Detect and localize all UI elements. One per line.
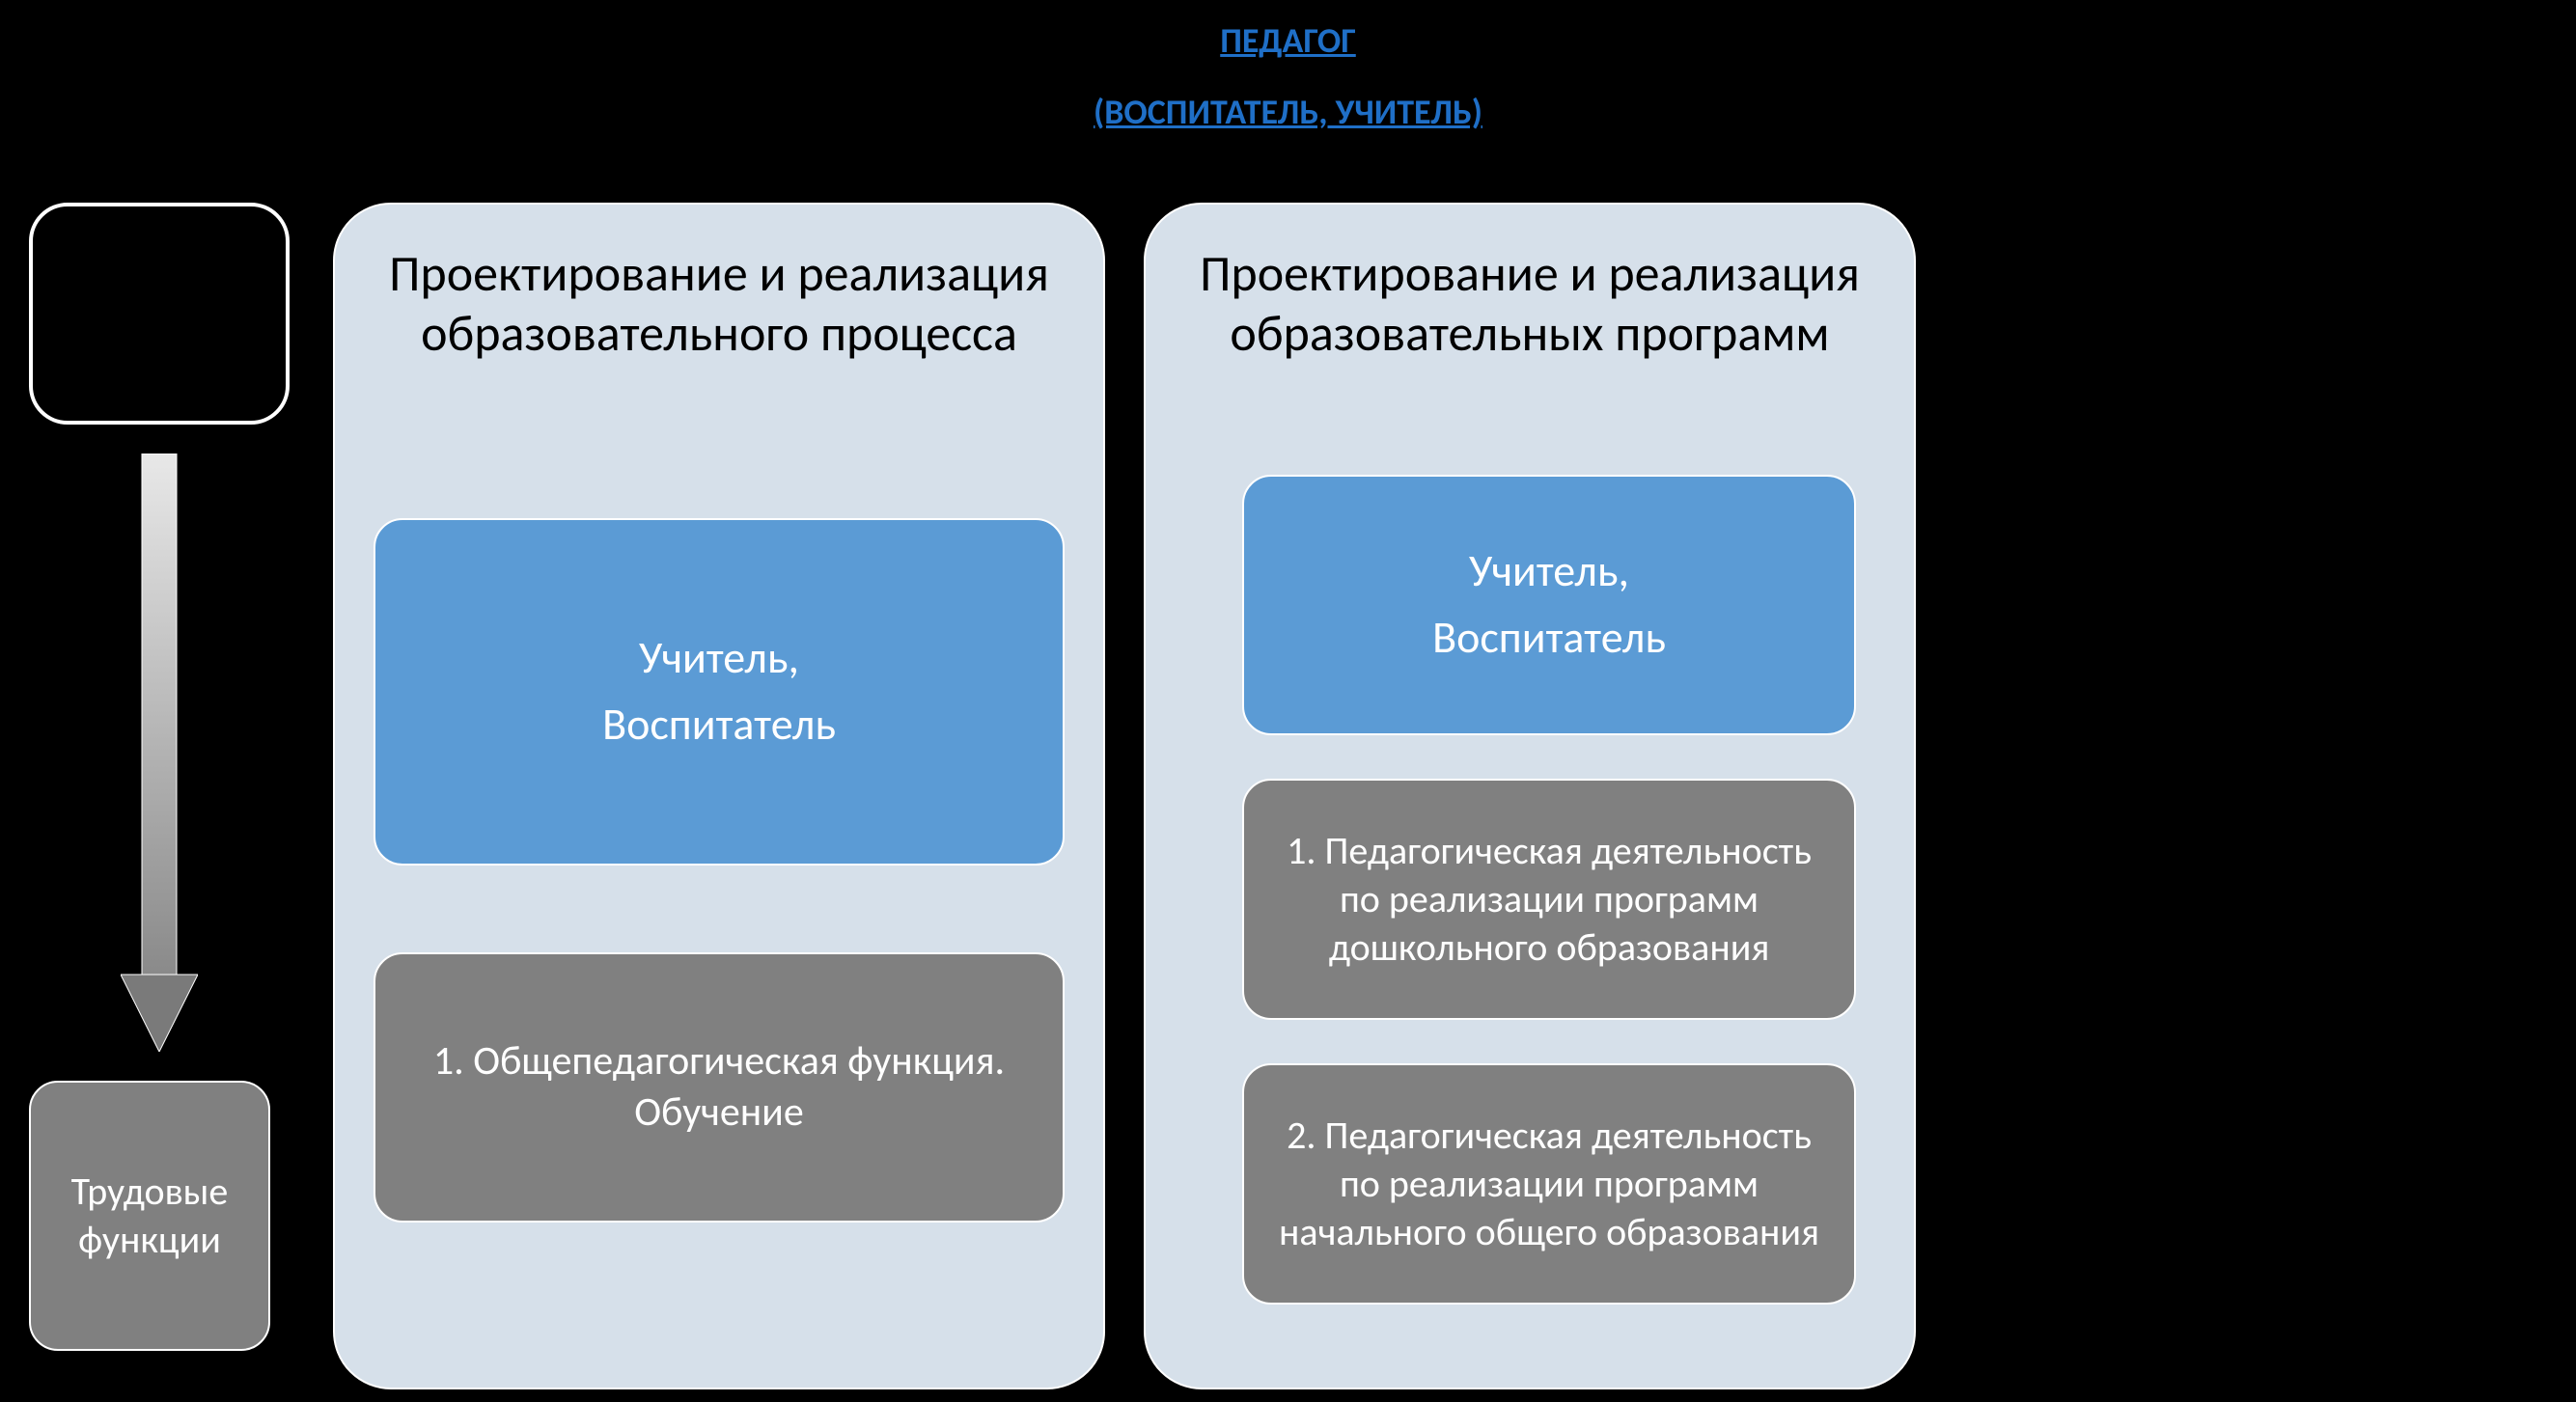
header-title: ПЕДАГОГ [0,19,2576,62]
header-subtitle: (ВОСПИТАТЕЛЬ, УЧИТЕЛЬ) [0,91,2576,133]
panel-left-function-1: 1. Общепедагогическая функция. Обучение [374,952,1065,1223]
job-functions-label: Трудовые функции [29,1081,270,1351]
diagram-header: ПЕДАГОГ (ВОСПИТАТЕЛЬ, УЧИТЕЛЬ) [0,19,2576,133]
panel-right-title: Проектирование и реализация образователь… [1184,243,1875,364]
empty-origin-box [29,203,290,425]
panel-left-role-box: Учитель,Воспитатель [374,518,1065,866]
down-arrow [121,454,198,1052]
panel-right-role-box: Учитель,Воспитатель [1242,475,1856,735]
panel-educational-process: Проектирование и реализация образователь… [333,203,1105,1389]
panel-educational-programs: Проектирование и реализация образователь… [1144,203,1916,1389]
panel-right-function-2: 2. Педагогическая деятельность по реализ… [1242,1063,1856,1305]
panel-left-title: Проектирование и реализация образователь… [374,243,1065,364]
panel-right-function-1: 1. Педагогическая деятельность по реализ… [1242,779,1856,1020]
